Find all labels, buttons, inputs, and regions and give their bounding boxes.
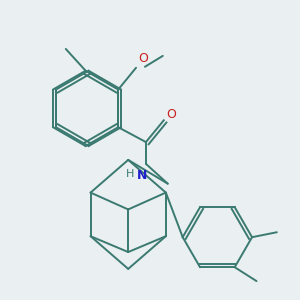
Text: H: H [126, 169, 134, 179]
Text: N: N [137, 169, 147, 182]
Text: O: O [138, 52, 148, 65]
Text: O: O [166, 108, 175, 121]
